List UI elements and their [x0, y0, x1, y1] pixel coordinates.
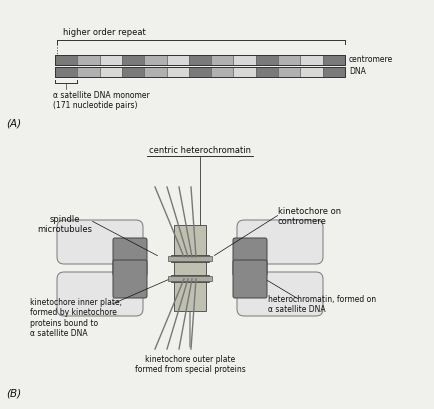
Bar [256, 67, 278, 77]
Bar [233, 55, 256, 65]
Text: (B): (B) [6, 388, 21, 398]
FancyBboxPatch shape [174, 225, 206, 311]
Bar [278, 67, 300, 77]
Bar [211, 55, 233, 65]
FancyBboxPatch shape [233, 260, 267, 298]
FancyBboxPatch shape [113, 260, 147, 298]
Bar [168, 276, 212, 281]
Bar [300, 55, 323, 65]
Bar [100, 55, 122, 65]
Bar [323, 67, 345, 77]
Bar [144, 67, 167, 77]
Bar [167, 67, 189, 77]
Text: (A): (A) [6, 118, 21, 128]
Text: centric heterochromatin: centric heterochromatin [149, 146, 251, 155]
Bar [100, 67, 122, 77]
Text: spindle
microtubules: spindle microtubules [37, 215, 92, 234]
Bar [171, 254, 209, 261]
Text: centromere: centromere [349, 56, 393, 65]
Text: higher order repeat: higher order repeat [63, 28, 146, 37]
Bar [55, 67, 77, 77]
Text: kinetochore inner plate,
formed by kinetochore
proteins bound to
α satellite DNA: kinetochore inner plate, formed by kinet… [30, 298, 122, 338]
Bar [55, 67, 345, 77]
Bar [77, 55, 100, 65]
Bar [278, 55, 300, 65]
Bar [171, 274, 209, 281]
Bar [55, 55, 345, 65]
FancyBboxPatch shape [237, 272, 323, 316]
Text: DNA: DNA [349, 67, 366, 76]
Bar [77, 67, 100, 77]
Bar [189, 55, 211, 65]
Bar [122, 55, 144, 65]
Bar [122, 67, 144, 77]
Text: kinetochore on
contromere: kinetochore on contromere [278, 207, 341, 227]
Text: heterochromatin, formed on
α satellite DNA: heterochromatin, formed on α satellite D… [268, 295, 376, 315]
Bar [323, 55, 345, 65]
Bar [168, 256, 212, 261]
FancyBboxPatch shape [113, 238, 147, 276]
Bar [256, 55, 278, 65]
Bar [233, 67, 256, 77]
Bar [189, 67, 211, 77]
Bar [167, 55, 189, 65]
Text: kinetochore outer plate
formed from special proteins: kinetochore outer plate formed from spec… [135, 355, 245, 374]
Bar [211, 67, 233, 77]
FancyBboxPatch shape [233, 238, 267, 276]
Bar [300, 67, 323, 77]
Bar [55, 55, 77, 65]
FancyBboxPatch shape [57, 220, 143, 264]
Text: α satellite DNA monomer
(171 nucleotide pairs): α satellite DNA monomer (171 nucleotide … [53, 91, 150, 110]
FancyBboxPatch shape [237, 220, 323, 264]
FancyBboxPatch shape [57, 272, 143, 316]
Bar [144, 55, 167, 65]
